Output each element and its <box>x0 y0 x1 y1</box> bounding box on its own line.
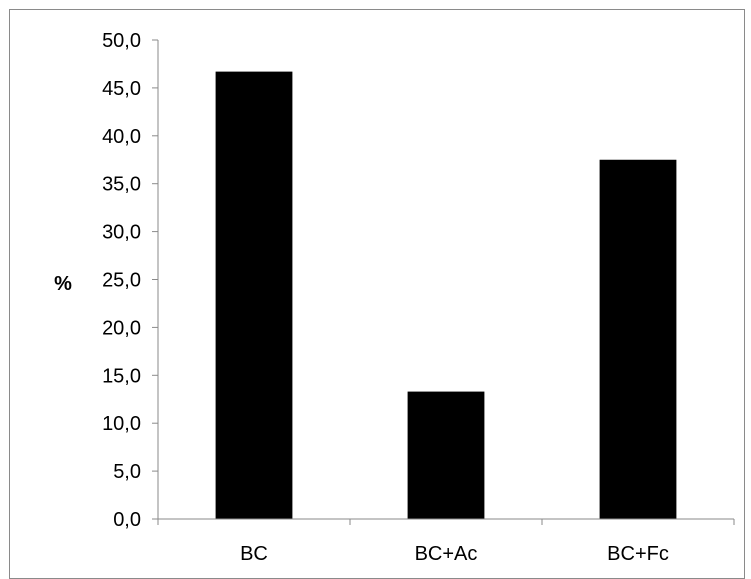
y-axis-label: % <box>54 273 72 295</box>
bar <box>407 391 485 519</box>
y-tick-label: 10,0 <box>102 413 141 435</box>
x-axis: BC BC+Ac BC+Fc <box>157 518 735 565</box>
y-axis: 0,0 5,0 10,0 15,0 20,0 25,0 30,0 35,0 40,0 45,0 50… <box>102 30 159 531</box>
y-tick-label: 15,0 <box>102 365 141 387</box>
y-tick-label: 45,0 <box>102 78 141 100</box>
y-tick-label: 0,0 <box>113 509 141 531</box>
bar <box>215 71 293 519</box>
bars <box>215 71 677 519</box>
x-tick-label: BC+Fc <box>607 543 669 565</box>
y-tick-label: 40,0 <box>102 126 141 148</box>
x-tick-label: BC <box>240 543 268 565</box>
y-tick-label: 35,0 <box>102 174 141 196</box>
bar <box>599 159 677 519</box>
y-tick-label: 20,0 <box>102 317 141 339</box>
y-tick-label: 25,0 <box>102 270 141 292</box>
x-tick-label: BC+Ac <box>415 543 478 565</box>
y-tick-label: 5,0 <box>113 461 141 483</box>
y-tick-label: 30,0 <box>102 222 141 244</box>
y-tick-label: 50,0 <box>102 30 141 52</box>
